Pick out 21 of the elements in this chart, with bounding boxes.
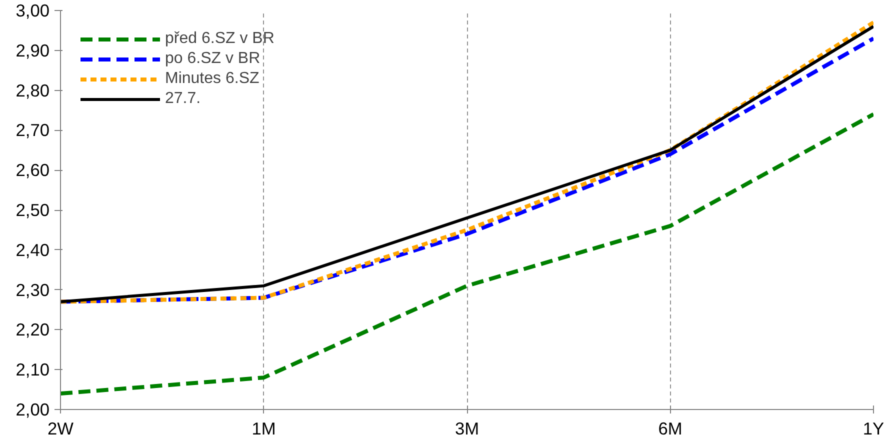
- y-tick-label: 2,10: [16, 360, 50, 380]
- legend-label: před 6.SZ v BR: [165, 30, 274, 48]
- legend-label: po 6.SZ v BR: [165, 50, 260, 68]
- y-tick-label: 2,00: [16, 400, 50, 420]
- y-tick-label: 2,40: [16, 240, 50, 260]
- legend-label: 27.7.: [165, 90, 201, 108]
- legend-label: Minutes 6.SZ: [165, 70, 260, 88]
- y-tick-label: 2,80: [16, 80, 50, 100]
- y-tick-label: 2,50: [16, 200, 50, 220]
- y-tick-label: 3,00: [16, 0, 50, 20]
- x-tick-label: 2W: [48, 418, 74, 438]
- x-tick-label: 6M: [658, 418, 682, 438]
- y-tick-label: 2,30: [16, 280, 50, 300]
- y-tick-label: 2,70: [16, 120, 50, 140]
- x-tick-label: 3M: [454, 418, 480, 438]
- line-series: [60, 112, 874, 396]
- y-tick-label: 2,60: [16, 160, 50, 180]
- y-tick-label: 2,20: [16, 320, 50, 340]
- x-tick-label: 1M: [252, 418, 276, 438]
- x-tick-label: 1Y: [862, 418, 885, 438]
- y-tick-label: 2,90: [16, 40, 50, 60]
